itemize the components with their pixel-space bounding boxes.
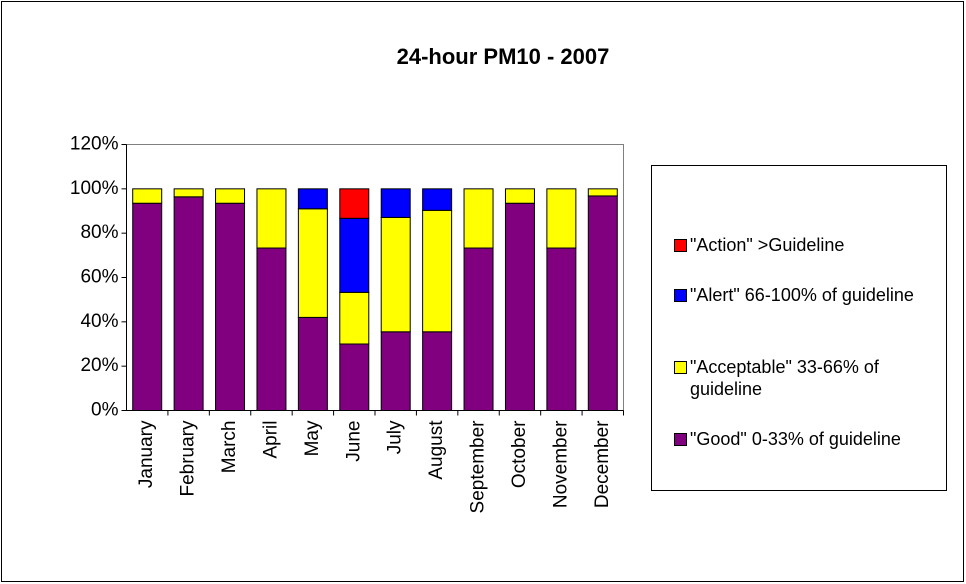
bar-segment <box>463 247 494 411</box>
legend-label: "Alert" 66-100% of guideline <box>690 285 914 305</box>
bar-segment <box>215 188 246 204</box>
legend-entry: "Alert" 66-100% of guideline <box>674 284 924 306</box>
x-tick-label: November <box>550 420 571 508</box>
x-tick-label: September <box>468 420 489 514</box>
x-tick-label: April <box>260 421 281 459</box>
x-tick-label: March <box>219 421 240 474</box>
y-tick-label: 20% <box>80 355 118 376</box>
legend-entry: "Acceptable" 33-66% of guideline <box>674 356 924 400</box>
bar-segment <box>339 217 370 293</box>
bar-segment <box>422 331 453 411</box>
bar-segment <box>256 188 287 249</box>
bar-segment <box>297 316 328 411</box>
bar-segment <box>587 188 618 197</box>
x-tick-label: February <box>178 420 199 497</box>
bar-segment <box>380 188 411 218</box>
bar-segment <box>339 343 370 411</box>
bar-segment <box>422 209 453 333</box>
bar-segment <box>546 188 577 249</box>
y-tick-label: 80% <box>80 222 118 243</box>
legend-swatch <box>674 361 687 374</box>
legend-label: "Action" >Guideline <box>690 235 845 255</box>
x-tick-label: October <box>509 420 530 488</box>
y-tick-label: 0% <box>91 400 119 421</box>
legend-label: "Good" 0-33% of guideline <box>690 429 901 449</box>
bar-segment <box>422 188 453 211</box>
x-tick-label: August <box>426 420 447 480</box>
legend-swatch <box>674 433 687 446</box>
bar-segment <box>339 188 370 219</box>
x-tick-label: May <box>302 420 323 456</box>
bar-segment <box>173 188 204 198</box>
legend-entry: "Good" 0-33% of guideline <box>674 428 924 450</box>
legend-entry: "Action" >Guideline <box>674 234 924 256</box>
x-tick-label: December <box>592 420 613 508</box>
bar-segment <box>132 188 163 204</box>
bar-segment <box>256 247 287 411</box>
legend-swatch <box>674 289 687 302</box>
x-tick-label: January <box>136 420 157 488</box>
bar-segment <box>339 291 370 345</box>
legend: "Action" >Guideline "Alert" 66-100% of gu… <box>651 165 947 491</box>
bar-segment <box>504 202 535 411</box>
bar-segment <box>380 216 411 333</box>
bar-segment <box>504 188 535 204</box>
legend-label: "Acceptable" 33-66% of guideline <box>690 357 879 399</box>
chart-title: 24-hour PM10 - 2007 <box>397 44 610 69</box>
bar-segment <box>463 188 494 249</box>
bar-segment <box>215 202 246 411</box>
bar-segment <box>380 331 411 411</box>
legend-swatch <box>674 239 687 252</box>
y-tick-label: 40% <box>80 311 118 332</box>
bar-segment <box>587 195 618 411</box>
x-tick-label: July <box>385 420 406 454</box>
y-tick-label: 60% <box>80 267 118 288</box>
bar-segment <box>173 196 204 411</box>
y-tick-label: 120% <box>70 134 119 155</box>
bar-segment <box>297 208 328 318</box>
y-tick-label: 100% <box>70 178 119 199</box>
bar-segment <box>132 202 163 411</box>
x-tick-label: June <box>343 421 364 462</box>
bar-segment <box>546 247 577 411</box>
bar-segment <box>297 188 328 210</box>
